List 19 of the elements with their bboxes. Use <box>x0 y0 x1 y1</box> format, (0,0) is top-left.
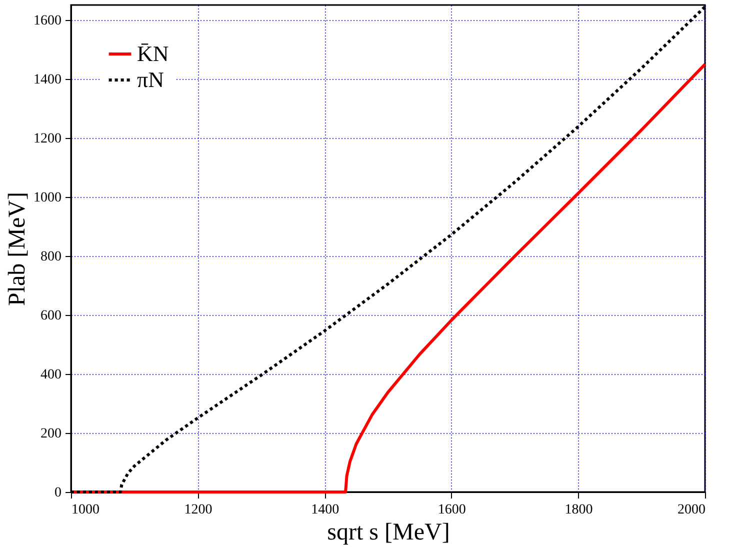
x-tick-label: 1400 <box>311 502 340 518</box>
y-tick-label: 200 <box>40 426 62 442</box>
x-tick-label: 1200 <box>184 502 212 518</box>
y-tick-label: 1200 <box>34 131 62 146</box>
y-axis-title: Plab [MeV] <box>4 192 30 306</box>
y-tick-label: 800 <box>40 249 62 264</box>
x-tick-label: 1000 <box>72 502 100 518</box>
legend-label: K̄N <box>137 41 169 66</box>
x-axis-title: sqrt s [MeV] <box>327 520 450 546</box>
y-tick-label: 1600 <box>34 13 62 28</box>
y-tick-label: 0 <box>54 486 62 500</box>
legend-label: πN <box>137 67 164 92</box>
x-tick-label: 1800 <box>564 502 593 518</box>
y-tick-label: 1400 <box>34 72 62 88</box>
y-tick-label: 600 <box>40 308 62 324</box>
x-tick-label: 1600 <box>438 502 466 518</box>
x-tick-label: 2000 <box>678 502 706 518</box>
y-tick-label: 1000 <box>34 190 62 206</box>
y-tick-label: 400 <box>40 367 62 382</box>
